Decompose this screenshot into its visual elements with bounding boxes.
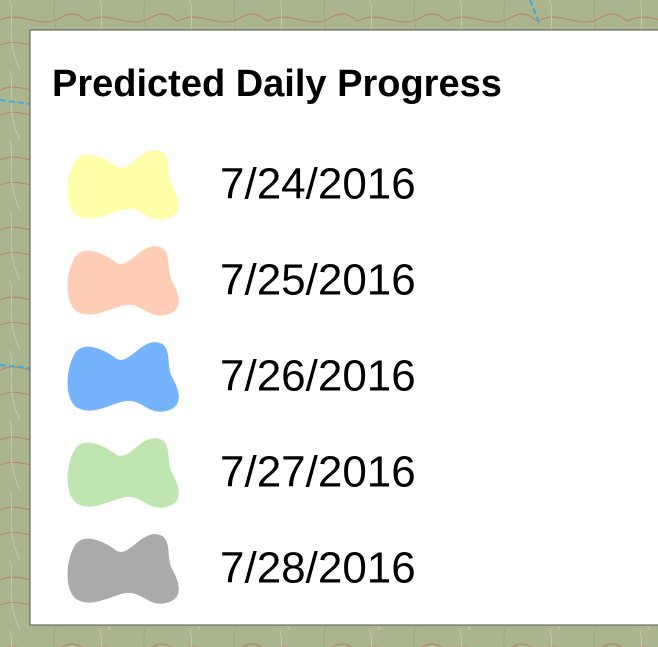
map-view: Predicted Daily Progress 7/24/2016 7/25/2… [0,0,658,647]
legend-label: 7/25/2016 [220,256,416,305]
legend-label: 7/24/2016 [220,160,416,209]
legend-title: Predicted Daily Progress [52,63,502,105]
legend-label: 7/27/2016 [220,448,416,497]
legend-panel [30,30,658,625]
page: Predicted Daily Progress 7/24/2016 7/25/2… [0,0,658,647]
legend-label: 7/26/2016 [220,352,416,401]
legend-label: 7/28/2016 [220,544,416,593]
